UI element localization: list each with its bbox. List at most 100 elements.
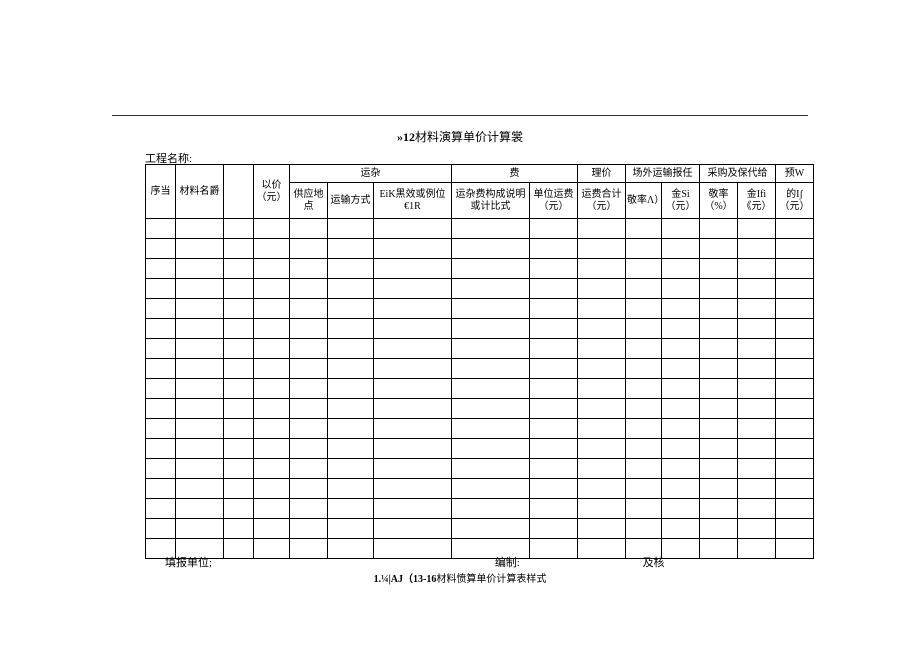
table-row xyxy=(146,439,814,459)
caption-rest: 材料愤算单价计算表样式 xyxy=(436,574,546,585)
table-cell xyxy=(738,259,776,279)
table-cell xyxy=(146,359,176,379)
table-cell xyxy=(530,319,578,339)
table-cell xyxy=(328,459,374,479)
table-cell xyxy=(374,379,452,399)
table-cell xyxy=(776,399,814,419)
table-cell xyxy=(224,219,254,239)
table-cell xyxy=(662,339,700,359)
table-cell xyxy=(662,239,700,259)
table-cell xyxy=(776,479,814,499)
table-cell xyxy=(578,279,626,299)
table-cell xyxy=(146,259,176,279)
table-cell xyxy=(374,439,452,459)
table-cell xyxy=(578,319,626,339)
table-cell xyxy=(626,219,662,239)
table-cell xyxy=(328,339,374,359)
table-cell xyxy=(224,339,254,359)
table-cell xyxy=(776,319,814,339)
table-cell xyxy=(328,479,374,499)
table-cell xyxy=(626,459,662,479)
table-cell xyxy=(738,519,776,539)
table-cell xyxy=(662,279,700,299)
table-cell xyxy=(176,439,224,459)
table-cell xyxy=(776,359,814,379)
table-cell xyxy=(626,259,662,279)
table-row xyxy=(146,279,814,299)
table-row xyxy=(146,319,814,339)
table-cell xyxy=(776,219,814,239)
table-cell xyxy=(530,239,578,259)
table-cell xyxy=(328,319,374,339)
table-cell xyxy=(374,279,452,299)
table-cell xyxy=(530,439,578,459)
table-cell xyxy=(662,319,700,339)
table-cell xyxy=(224,479,254,499)
table-cell xyxy=(328,359,374,379)
table-row xyxy=(146,379,814,399)
table-cell xyxy=(530,499,578,519)
table-cell xyxy=(176,459,224,479)
table-cell xyxy=(662,499,700,519)
table-row xyxy=(146,459,814,479)
table-cell xyxy=(328,439,374,459)
table-cell xyxy=(700,439,738,459)
table-cell xyxy=(374,359,452,379)
col-fei: 费 xyxy=(452,165,578,183)
table-cell xyxy=(176,379,224,399)
table-row xyxy=(146,479,814,499)
table-cell xyxy=(224,359,254,379)
table-cell xyxy=(224,499,254,519)
table-cell xyxy=(176,319,224,339)
table-cell xyxy=(578,439,626,459)
table-cell xyxy=(176,419,224,439)
table-cell xyxy=(700,259,738,279)
table-cell xyxy=(254,519,290,539)
table-cell xyxy=(452,379,530,399)
table-cell xyxy=(254,219,290,239)
table-cell xyxy=(530,339,578,359)
table-row xyxy=(146,419,814,439)
table-cell xyxy=(738,359,776,379)
calculation-table: 序当 材料名爵 以价（元） 运杂 费 理价 场外运输报任 采购及保代给 预W 供… xyxy=(145,164,814,559)
table-caption: 1.¼|AJ（13-16材料愤算单价计算表样式 xyxy=(0,570,920,585)
table-cell xyxy=(662,379,700,399)
table-cell xyxy=(146,459,176,479)
col-eik: EiK黑效或例位€1R xyxy=(374,183,452,219)
table-cell xyxy=(374,459,452,479)
table-cell xyxy=(254,339,290,359)
footer-compiled: 编制: xyxy=(495,554,520,570)
table-cell xyxy=(254,299,290,319)
table-cell xyxy=(176,359,224,379)
table-cell xyxy=(700,479,738,499)
table-cell xyxy=(146,479,176,499)
table-cell xyxy=(578,379,626,399)
table-cell xyxy=(290,399,328,419)
table-cell xyxy=(578,359,626,379)
table-cell xyxy=(452,279,530,299)
page-title: »12材料演算单价计算裳 xyxy=(0,128,920,145)
table-cell xyxy=(146,439,176,459)
table-cell xyxy=(254,259,290,279)
table-cell xyxy=(374,319,452,339)
table-cell xyxy=(452,399,530,419)
table-cell xyxy=(626,379,662,399)
table-cell xyxy=(146,499,176,519)
table-cell xyxy=(254,459,290,479)
table-cell xyxy=(374,239,452,259)
col-material: 材料名爵 xyxy=(176,165,224,219)
col-price: 以价（元） xyxy=(254,165,290,219)
table-cell xyxy=(254,399,290,419)
table-cell xyxy=(176,399,224,419)
footer-report-unit: 填报单位; xyxy=(165,554,212,570)
table-cell xyxy=(700,299,738,319)
table-cell xyxy=(662,299,700,319)
table-cell xyxy=(776,339,814,359)
table-cell xyxy=(578,419,626,439)
caption-bold: 1.¼|AJ（13-16 xyxy=(374,574,437,585)
table-cell xyxy=(452,359,530,379)
table-cell xyxy=(374,419,452,439)
table-cell xyxy=(738,379,776,399)
table-row xyxy=(146,519,814,539)
table-cell xyxy=(290,239,328,259)
